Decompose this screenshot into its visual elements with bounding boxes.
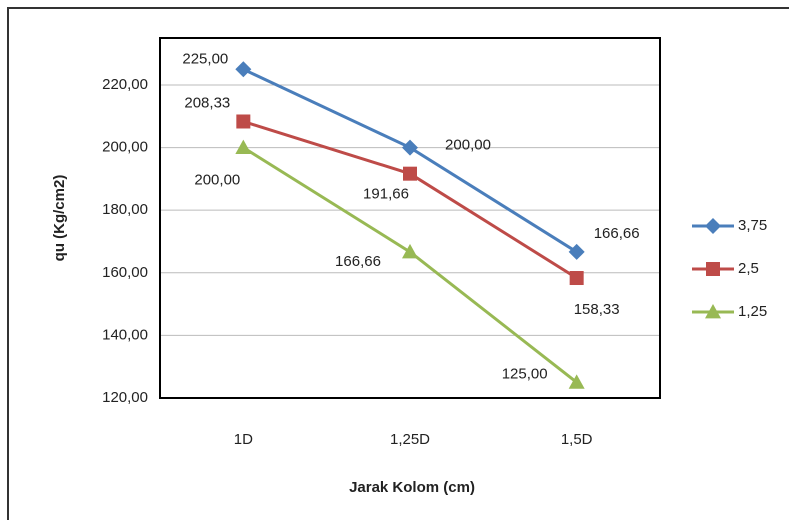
marker (568, 243, 585, 260)
y-tick-label: 200,00 (102, 139, 148, 156)
x-tick-label: 1D (234, 431, 253, 448)
y-axis-title: qu (Kg/cm2) (51, 175, 68, 262)
plot-area (159, 37, 661, 399)
marker (235, 61, 252, 78)
y-tick-label: 220,00 (102, 76, 148, 93)
y-tick-label: 140,00 (102, 326, 148, 343)
marker (402, 243, 418, 259)
marker (235, 139, 252, 154)
x-axis-title: Jarak Kolom (cm) (349, 479, 475, 496)
marker (706, 262, 720, 276)
legend-label: 3,75 (738, 217, 767, 234)
data-label: 166,66 (335, 253, 381, 270)
marker (403, 166, 417, 181)
x-tick-label: 1,25D (390, 431, 430, 448)
y-tick-label: 180,00 (102, 201, 148, 218)
legend-label: 1,25 (738, 303, 767, 320)
marker (705, 304, 721, 319)
marker (236, 114, 251, 129)
x-tick-label: 1,5D (561, 431, 593, 448)
data-label: 158,33 (574, 301, 620, 318)
data-label: 125,00 (502, 365, 548, 382)
y-tick-label: 120,00 (102, 389, 148, 406)
marker (705, 218, 721, 234)
chart-frame (7, 7, 789, 520)
marker (569, 271, 584, 286)
data-label: 200,00 (194, 172, 240, 189)
marker (568, 374, 585, 389)
data-label: 200,00 (445, 137, 491, 154)
marker (402, 139, 418, 156)
data-label: 225,00 (182, 50, 228, 67)
data-label: 208,33 (184, 94, 230, 111)
legend-label: 2,5 (738, 260, 759, 277)
data-label: 166,66 (594, 225, 640, 242)
y-tick-label: 160,00 (102, 264, 148, 281)
data-label: 191,66 (363, 186, 409, 203)
